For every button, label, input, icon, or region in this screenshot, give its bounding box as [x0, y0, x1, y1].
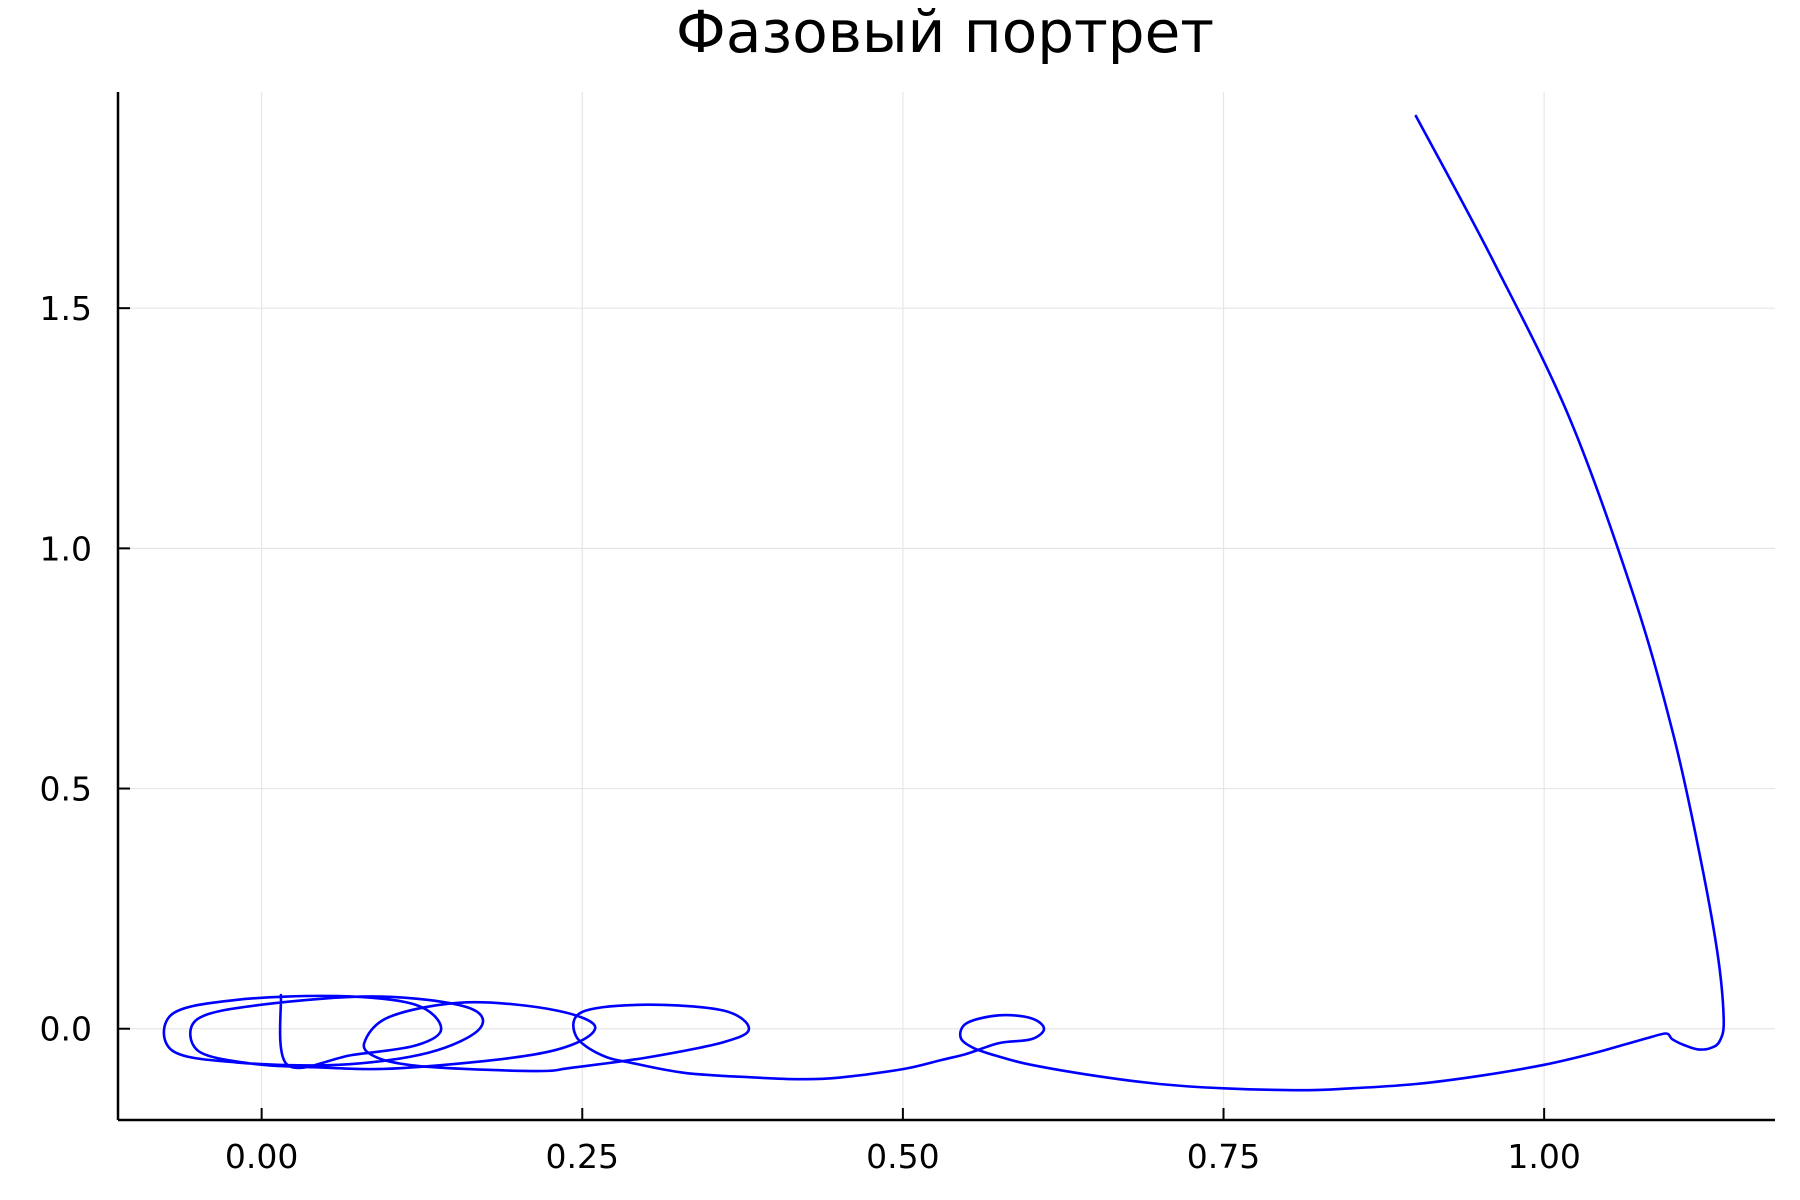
y-tick-labels: 0.0 0.5 1.0 1.5: [40, 289, 92, 1049]
axes: [116, 92, 1775, 1122]
series-line: [162, 114, 1726, 1092]
grid-lines: [118, 92, 1775, 1120]
x-tick-label: 0.00: [225, 1137, 298, 1176]
chart-title: Фазовый портрет: [676, 0, 1214, 66]
series-layer: [162, 114, 1726, 1092]
tick-marks: [118, 307, 1546, 1120]
y-tick-label: 0.5: [40, 770, 92, 809]
x-tick-label: 0.50: [866, 1137, 939, 1176]
x-tick-labels: 0.00 0.25 0.50 0.75 1.00: [225, 1137, 1581, 1176]
x-tick-label: 0.25: [546, 1137, 619, 1176]
x-tick-label: 1.00: [1507, 1137, 1580, 1176]
y-tick-label: 0.0: [40, 1010, 92, 1049]
y-tick-label: 1.5: [40, 289, 92, 328]
y-tick-label: 1.0: [40, 529, 92, 568]
x-tick-label: 0.75: [1187, 1137, 1260, 1176]
